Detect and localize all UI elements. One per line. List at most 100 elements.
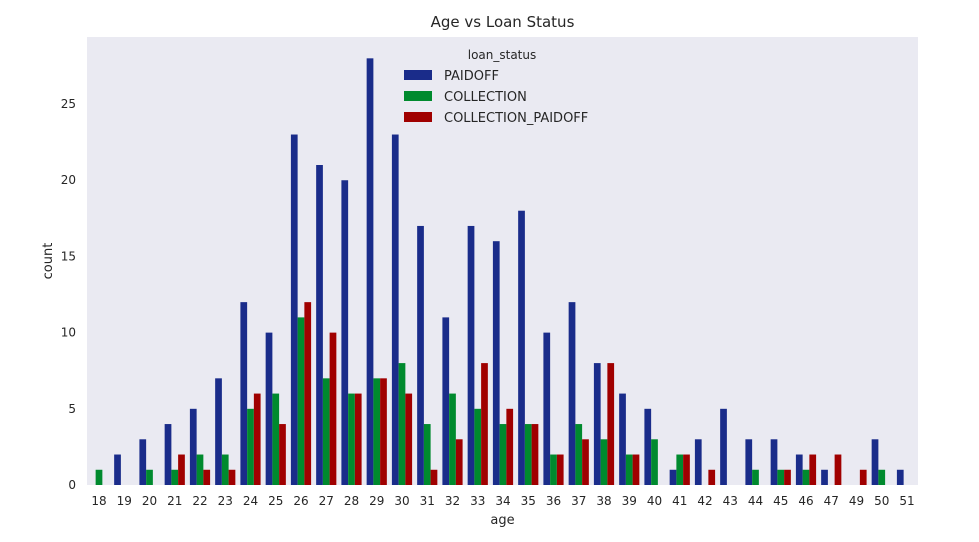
bar-paidoff-age-27 (316, 165, 323, 485)
x-tick-label: 34 (495, 494, 510, 508)
x-tick-label: 21 (167, 494, 182, 508)
x-tick-label: 49 (849, 494, 864, 508)
y-tick-label: 15 (61, 249, 76, 263)
bar-paidoff-age-35 (518, 210, 525, 485)
bar-paidoff-age-51 (896, 469, 904, 485)
x-tick-label: 25 (268, 494, 283, 508)
bar-collection-age-23 (221, 454, 229, 485)
legend-label-paidoff: PAIDOFF (444, 69, 499, 84)
x-axis-ticks: 18 19 20 21 22 23 24 25 26 27 28 29 30 31 32 33 34 35 36 37… (91, 494, 914, 508)
bar-collection-paidoff-age-38 (607, 363, 615, 485)
legend-swatch-collection (404, 91, 432, 101)
bar-paidoff-age-25 (265, 332, 273, 485)
bar-collection-paidoff-age-39 (632, 454, 640, 485)
bar-collection-age-27 (322, 378, 330, 485)
bar-collection-paidoff-age-26 (304, 302, 312, 485)
bar-collection-paidoff-age-34 (506, 408, 514, 485)
bar-paidoff-age-32 (442, 317, 450, 485)
bar-paidoff-age-26 (290, 134, 298, 485)
x-axis-label: age (490, 513, 514, 528)
plot-area (87, 37, 918, 485)
y-axis-ticks: 0 5 10 15 20 25 (61, 97, 76, 492)
bar-paidoff-age-38 (593, 363, 601, 485)
x-tick-label: 45 (773, 494, 788, 508)
bar-collection-paidoff-age-27 (329, 332, 337, 485)
x-tick-label: 33 (470, 494, 485, 508)
x-tick-label: 19 (117, 494, 132, 508)
bar-collection-age-25 (272, 393, 280, 485)
bar-paidoff-age-31 (417, 225, 424, 485)
x-tick-label: 36 (546, 494, 561, 508)
bar-collection-paidoff-age-28 (354, 393, 362, 485)
bar-paidoff-age-44 (745, 439, 753, 485)
bar-collection-paidoff-age-33 (481, 363, 488, 485)
x-tick-label: 47 (824, 494, 839, 508)
bar-collection-age-37 (575, 424, 583, 485)
bar-collection-paidoff-age-41 (683, 454, 690, 485)
bar-collection-age-46 (802, 469, 810, 485)
x-tick-label: 24 (243, 494, 258, 508)
bar-collection-age-32 (449, 393, 456, 485)
x-tick-label: 50 (874, 494, 889, 508)
bar-collection-age-24 (247, 408, 254, 485)
y-tick-label: 10 (61, 326, 76, 340)
bar-collection-paidoff-age-21 (178, 454, 185, 485)
x-tick-label: 22 (192, 494, 207, 508)
bar-collection-paidoff-age-42 (708, 469, 716, 485)
y-tick-label: 5 (68, 402, 76, 416)
bar-collection-age-33 (474, 408, 482, 485)
bar-collection-age-22 (196, 454, 204, 485)
bar-collection-paidoff-age-37 (582, 439, 589, 485)
bar-paidoff-age-20 (139, 439, 147, 485)
x-tick-label: 18 (91, 494, 106, 508)
x-tick-label: 46 (798, 494, 813, 508)
bar-collection-age-35 (524, 424, 532, 485)
bar-paidoff-age-43 (720, 408, 727, 485)
chart-title: Age vs Loan Status (431, 13, 575, 31)
bar-paidoff-age-47 (821, 469, 828, 485)
bar-collection-age-50 (878, 469, 886, 485)
bar-collection-paidoff-age-35 (531, 424, 539, 485)
bar-collection-age-26 (297, 317, 305, 485)
x-tick-label: 23 (218, 494, 233, 508)
x-tick-label: 41 (672, 494, 687, 508)
bar-collection-paidoff-age-23 (228, 469, 236, 485)
bar-collection-paidoff-age-29 (380, 378, 387, 485)
x-tick-label: 26 (293, 494, 308, 508)
bar-paidoff-age-42 (694, 439, 702, 485)
x-tick-label: 29 (369, 494, 384, 508)
x-tick-label: 40 (647, 494, 662, 508)
bar-paidoff-age-33 (467, 225, 475, 485)
x-tick-label: 39 (622, 494, 637, 508)
y-tick-label: 20 (61, 173, 76, 187)
bar-collection-paidoff-age-30 (405, 393, 413, 485)
bar-collection-paidoff-age-49 (859, 469, 867, 485)
x-tick-label: 20 (142, 494, 157, 508)
bar-paidoff-age-41 (669, 469, 677, 485)
x-tick-label: 35 (521, 494, 536, 508)
bar-paidoff-age-36 (543, 332, 551, 485)
bar-collection-age-21 (171, 469, 179, 485)
bar-collection-age-38 (600, 439, 608, 485)
x-tick-label: 27 (319, 494, 334, 508)
x-tick-label: 43 (723, 494, 738, 508)
bar-collection-age-40 (651, 439, 658, 485)
bar-paidoff-age-24 (240, 302, 248, 485)
x-tick-label: 31 (420, 494, 435, 508)
bar-collection-paidoff-age-22 (203, 469, 211, 485)
bar-paidoff-age-40 (644, 408, 652, 485)
y-tick-label: 25 (61, 97, 76, 111)
bar-paidoff-age-39 (619, 393, 626, 485)
bar-collection-age-30 (398, 363, 406, 485)
bar-paidoff-age-21 (164, 424, 172, 485)
x-tick-label: 37 (571, 494, 586, 508)
bar-paidoff-age-28 (341, 180, 349, 486)
legend-swatch-collection-paidoff (404, 112, 432, 122)
bar-collection-paidoff-age-36 (556, 454, 564, 485)
bar-collection-age-29 (373, 378, 381, 485)
bar-paidoff-age-22 (189, 408, 197, 485)
bar-paidoff-age-45 (770, 439, 778, 485)
legend-swatch-paidoff (404, 70, 432, 80)
bar-collection-age-18 (95, 469, 103, 485)
